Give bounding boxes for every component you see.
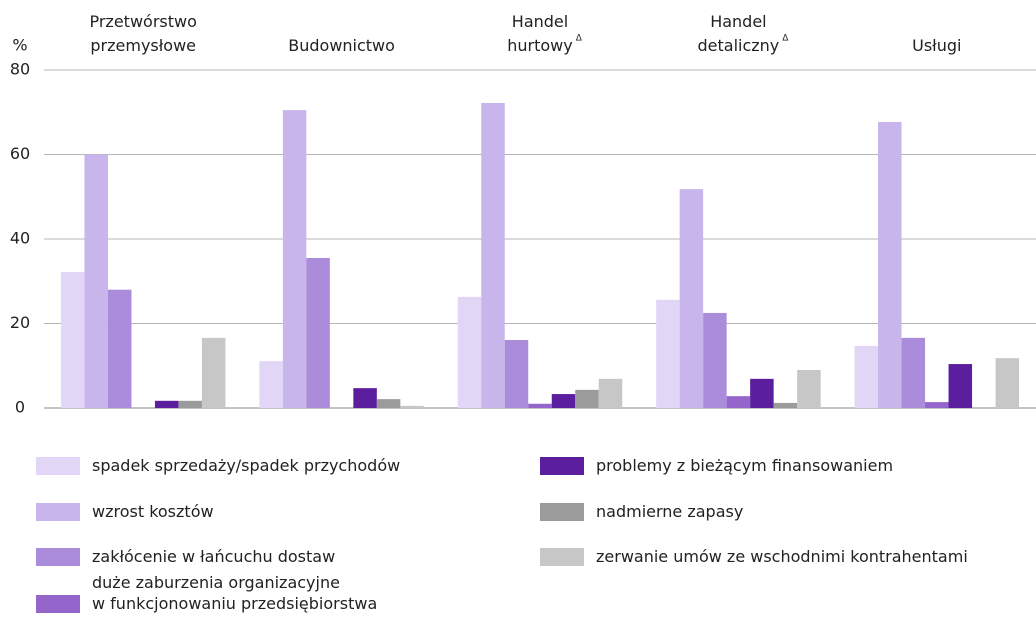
x-category-label: Przetwórstwo przemysłowe <box>89 12 196 55</box>
bar <box>84 154 108 408</box>
bar <box>750 378 774 408</box>
bar <box>551 394 576 408</box>
bar <box>504 339 529 408</box>
bar <box>178 400 202 408</box>
bar <box>400 405 424 408</box>
bar <box>528 403 552 408</box>
bar <box>376 399 401 408</box>
legend-swatch <box>540 503 584 521</box>
x-category-label: Handel detaliczny <box>698 12 780 55</box>
category-note: Δ <box>782 34 789 44</box>
category-note: Δ <box>576 34 583 44</box>
bar <box>679 189 704 408</box>
bar <box>995 358 1020 408</box>
bar <box>481 102 505 408</box>
x-category-label: Budownictwo <box>288 36 395 55</box>
legend-label: duże zaburzenia organizacyjne w funkcjono… <box>92 573 377 613</box>
legend-swatch <box>540 548 584 566</box>
legend-label: spadek sprzedaży/spadek przychodów <box>92 456 400 475</box>
legend-label: nadmierne zapasy <box>596 502 743 521</box>
legend-label: wzrost kosztów <box>92 502 214 521</box>
bar <box>201 337 226 408</box>
bar <box>60 271 85 408</box>
legend-label: zerwanie umów ze wschodnimi kontrahentam… <box>596 547 968 566</box>
legend-swatch <box>36 595 80 613</box>
y-tick-label: 40 <box>10 229 30 248</box>
bar <box>703 312 727 408</box>
bar <box>306 258 330 408</box>
y-axis-label: % <box>12 36 27 55</box>
bar <box>773 402 798 408</box>
bar <box>154 400 179 408</box>
legend-label: problemy z bieżącym finansowaniem <box>596 456 893 475</box>
bar <box>457 296 482 408</box>
y-tick-label: 80 <box>10 60 30 79</box>
legend-swatch <box>36 457 80 475</box>
bar <box>854 345 879 408</box>
bar <box>282 110 307 408</box>
bar <box>107 289 132 408</box>
bar <box>598 378 623 408</box>
legend-label: zakłócenie w łańcuchu dostaw <box>92 547 335 566</box>
x-category-label: Handel hurtowy <box>507 12 572 55</box>
bar <box>878 121 902 408</box>
y-tick-label: 60 <box>10 144 30 163</box>
y-tick-label: 20 <box>10 313 30 332</box>
bar <box>925 402 949 408</box>
bar <box>797 369 821 408</box>
legend-swatch <box>540 457 584 475</box>
bar <box>948 364 973 408</box>
legend-swatch <box>36 548 80 566</box>
legend-swatch <box>36 503 80 521</box>
bar <box>353 388 377 408</box>
bar <box>259 361 283 408</box>
bar <box>901 337 926 408</box>
y-tick-label: 0 <box>15 398 25 417</box>
bar <box>575 389 599 408</box>
bar <box>656 299 680 408</box>
bar <box>726 396 751 408</box>
x-category-label: Usługi <box>912 36 961 55</box>
